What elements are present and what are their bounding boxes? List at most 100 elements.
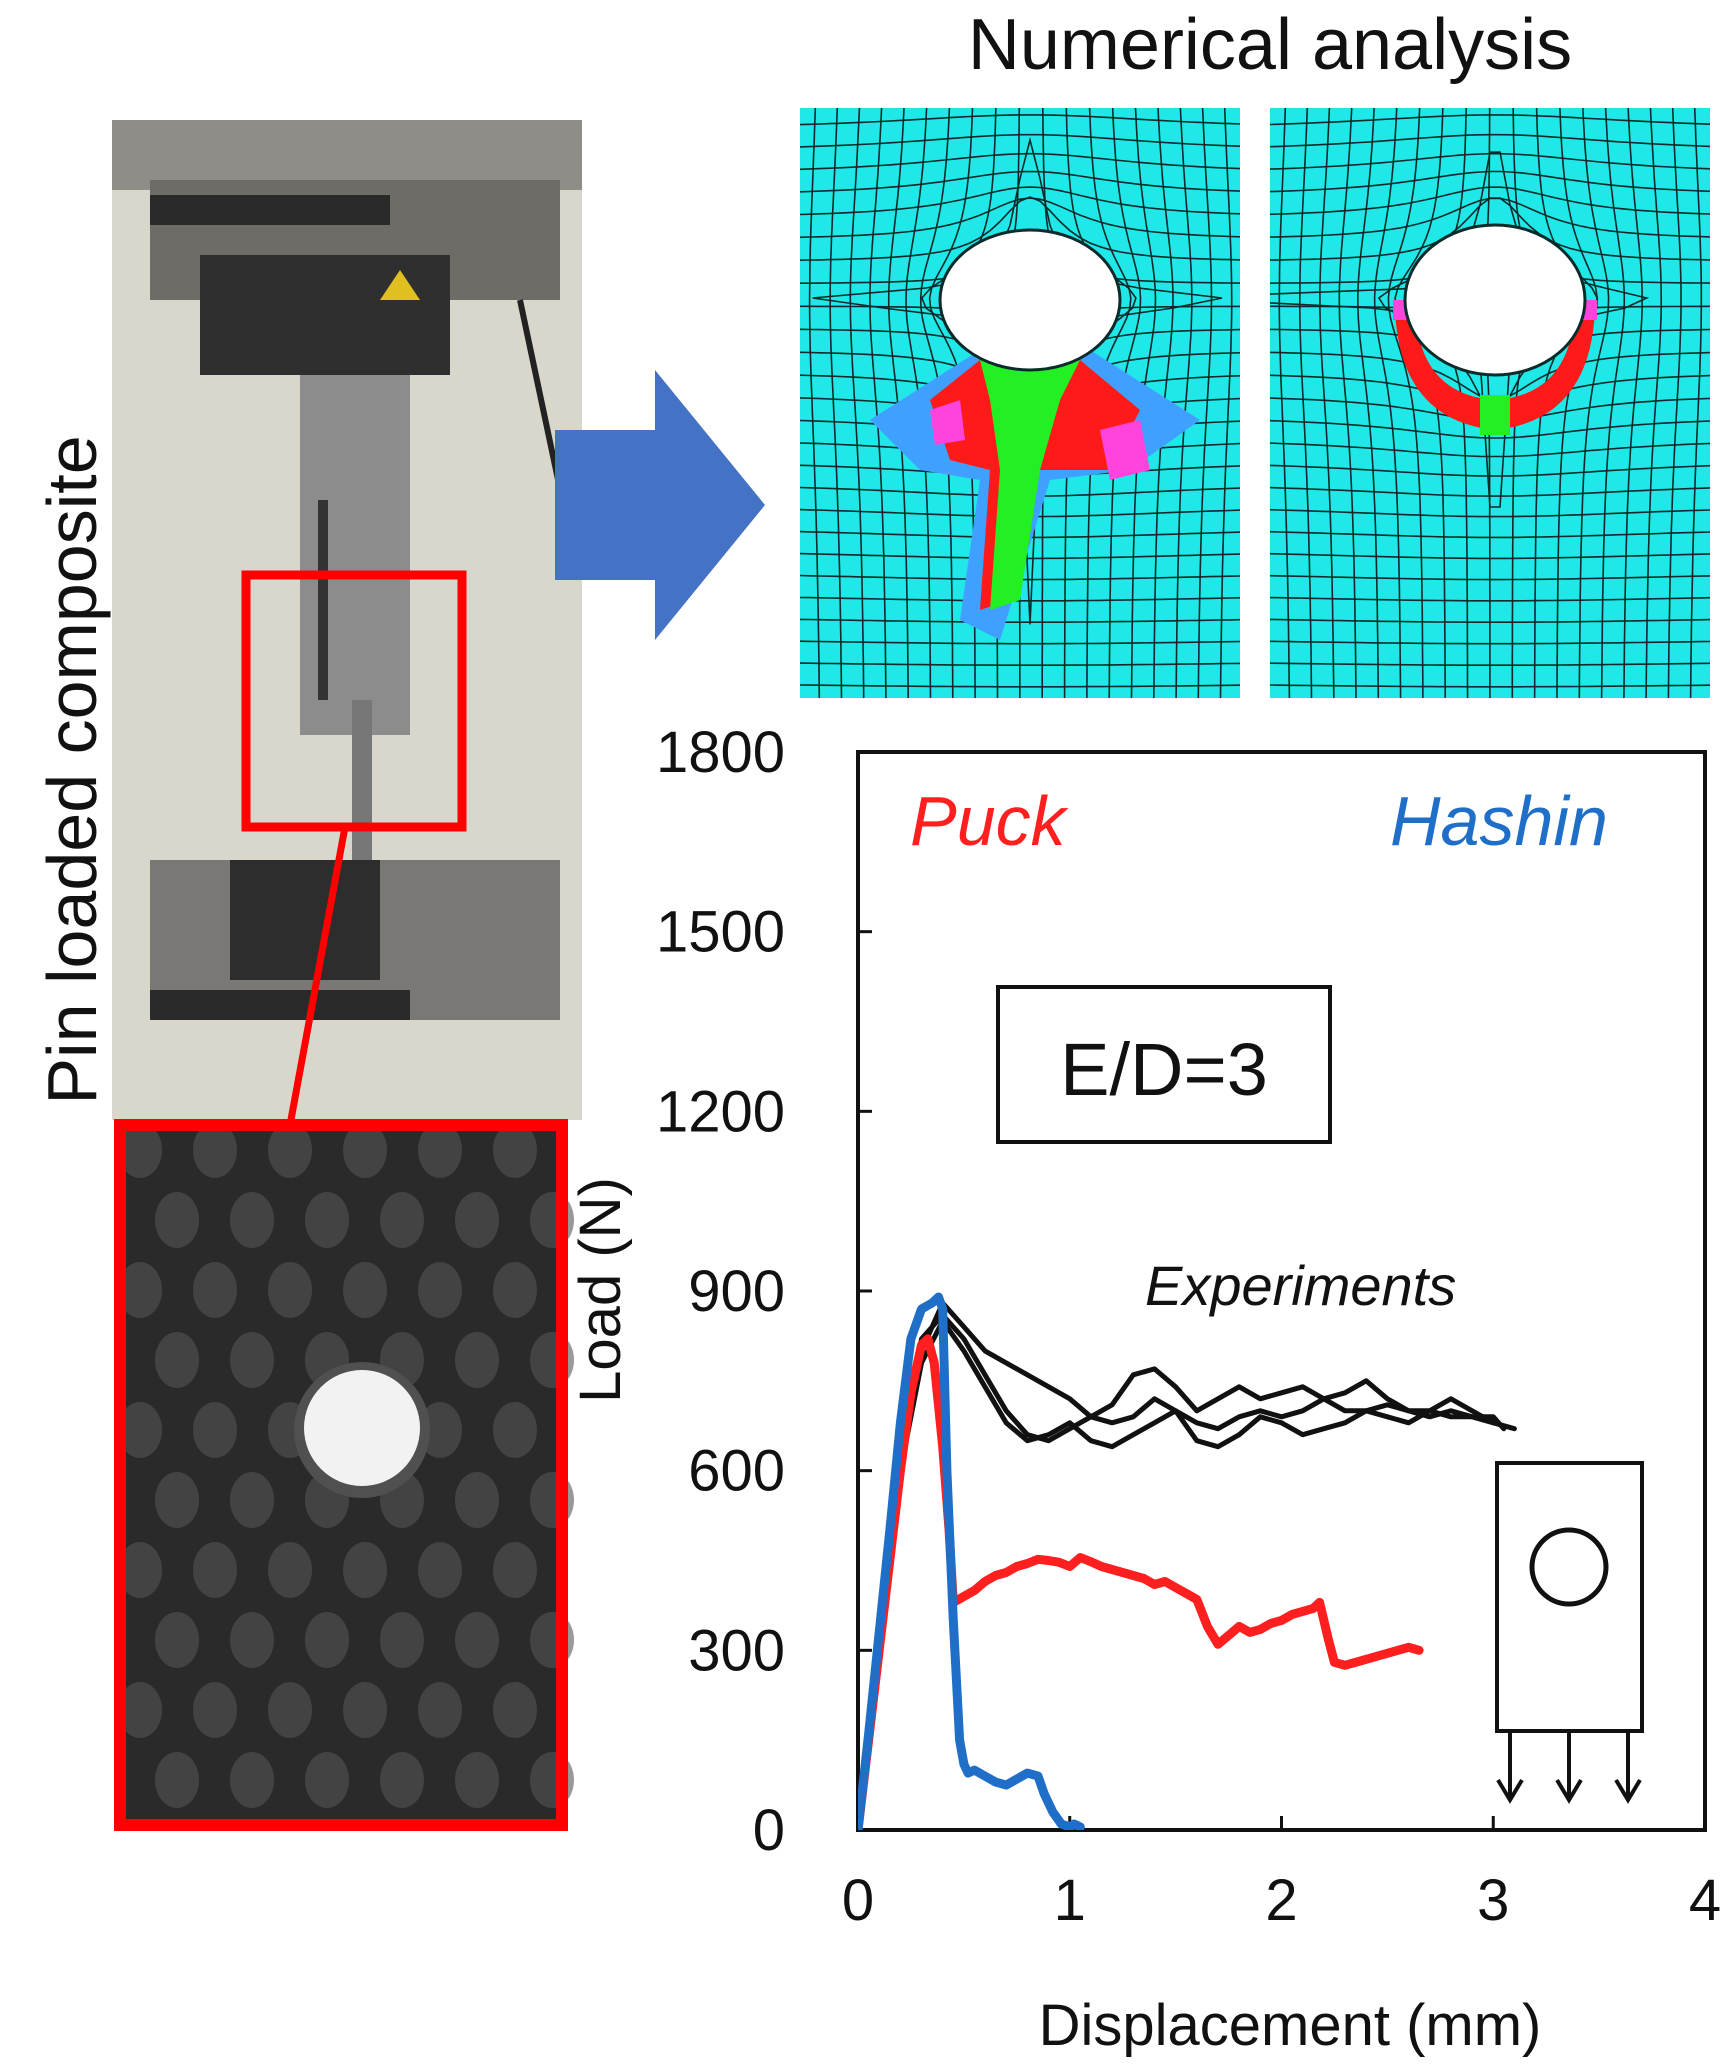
arrow-right-icon [555, 370, 765, 640]
mesh-line [1270, 640, 1710, 645]
weave-tow [418, 1122, 462, 1178]
mesh1-hole [938, 228, 1122, 372]
weave-tow [118, 1682, 162, 1738]
mesh-line [829, 108, 843, 698]
weave-tow [155, 1192, 199, 1248]
test-machine-photo [112, 120, 582, 1126]
weave-tow [493, 1262, 537, 1318]
weave-tow [493, 1542, 537, 1598]
weave-tow [193, 1262, 237, 1318]
mesh-line [1270, 574, 1710, 581]
load-displacement-chart: 0 300 600 900 1200 1500 1800 0 1 2 3 4 Load (N) Di… [568, 720, 1721, 2058]
mesh-line [800, 95, 1240, 103]
mesh-line [800, 136, 1240, 284]
mesh-line [800, 186, 1240, 216]
mesh-line [800, 684, 1240, 688]
weave-tow [118, 1402, 162, 1458]
upper-brand-band [150, 195, 390, 225]
mesh-line [1299, 108, 1313, 698]
mesh-line [849, 108, 865, 698]
y-tick-label: 300 [688, 1618, 785, 1683]
specimen-closeup [114, 1119, 574, 1831]
mesh-line [1270, 596, 1710, 602]
weave-tow [343, 1682, 387, 1738]
weave-tow [230, 1332, 274, 1388]
mesh-line [800, 618, 1240, 623]
y-tick-label: 600 [688, 1439, 785, 1504]
weave-tow [493, 1682, 537, 1738]
mesh-line [800, 196, 1240, 261]
mesh-line [1270, 464, 1710, 477]
upper-grip [200, 255, 450, 375]
legend-experiments: Experiments [1145, 1254, 1456, 1317]
weave-tow [155, 1752, 199, 1808]
weave-tow [418, 1542, 462, 1598]
mesh-line [800, 114, 1240, 126]
weave-tow [268, 1122, 312, 1178]
mesh1-green-zone [980, 360, 1080, 610]
weave-tow [455, 1332, 499, 1388]
weave-tow [268, 1542, 312, 1598]
mesh-line [1270, 419, 1710, 439]
weave-tow [193, 1682, 237, 1738]
mesh2-grid [1270, 108, 1722, 698]
mesh-line [1270, 618, 1710, 623]
y-tick-label: 1200 [656, 1079, 785, 1144]
mesh-line [1319, 108, 1335, 698]
fea-mesh-puck [789, 95, 1240, 698]
x-tick-label: 1 [1054, 1868, 1086, 1933]
mesh-line [789, 108, 797, 698]
mesh-line [1270, 170, 1710, 193]
load-arrow-icon [1496, 1731, 1642, 1804]
weave-tow [230, 1472, 274, 1528]
weave-tow [118, 1122, 162, 1178]
legend-puck: Puck [910, 782, 1069, 860]
mesh2-red-arc [1395, 310, 1595, 430]
mesh-line [1219, 108, 1233, 698]
schematic-plate [1495, 1461, 1644, 1733]
mesh-line [800, 197, 1240, 239]
numerical-analysis-title: Numerical analysis [967, 5, 1573, 85]
x-tick-label: 3 [1477, 1868, 1509, 1933]
weave-tow [155, 1332, 199, 1388]
weave-tow [118, 1262, 162, 1318]
mesh-line [800, 170, 1240, 193]
mesh-line [1270, 486, 1710, 497]
lower-brand-band [150, 990, 410, 1020]
mesh-line [1270, 662, 1710, 666]
mesh-line [800, 662, 1240, 666]
mesh-line [1270, 508, 1710, 518]
weave-tow [268, 1682, 312, 1738]
mesh-line [808, 108, 821, 698]
weave-tow [343, 1122, 387, 1178]
weave-tow [305, 1752, 349, 1808]
weave-tow [343, 1542, 387, 1598]
x-tick-label: 0 [842, 1868, 874, 1933]
weave-tow [268, 1262, 312, 1318]
mesh-line [1667, 108, 1682, 698]
weave-tow [230, 1752, 274, 1808]
weave-tow [155, 1472, 199, 1528]
series-line-experiments [858, 1300, 1496, 1830]
weave-tow [493, 1122, 537, 1178]
mesh-line [800, 152, 1240, 171]
series-line-experiments [858, 1318, 1517, 1830]
series-line-puck [858, 1334, 1424, 1830]
weave-tow [380, 1752, 424, 1808]
mesh2-hole [1403, 223, 1587, 377]
y-tick-label: 0 [753, 1798, 785, 1863]
closeup-frame [114, 1119, 568, 1831]
weave-tow [455, 1752, 499, 1808]
mesh-line [1713, 108, 1722, 698]
lower-grip [230, 860, 380, 980]
weave-tow [455, 1612, 499, 1668]
mesh1-magenta-zone-2 [930, 400, 965, 445]
weave-tow [418, 1402, 462, 1458]
weave-tow [493, 1402, 537, 1458]
weave-tow [380, 1192, 424, 1248]
x-axis-ticks: 0 1 2 3 4 [842, 1816, 1721, 1933]
warning-icon [380, 270, 420, 300]
mesh-line [1270, 552, 1710, 560]
mesh-line [800, 596, 1240, 602]
